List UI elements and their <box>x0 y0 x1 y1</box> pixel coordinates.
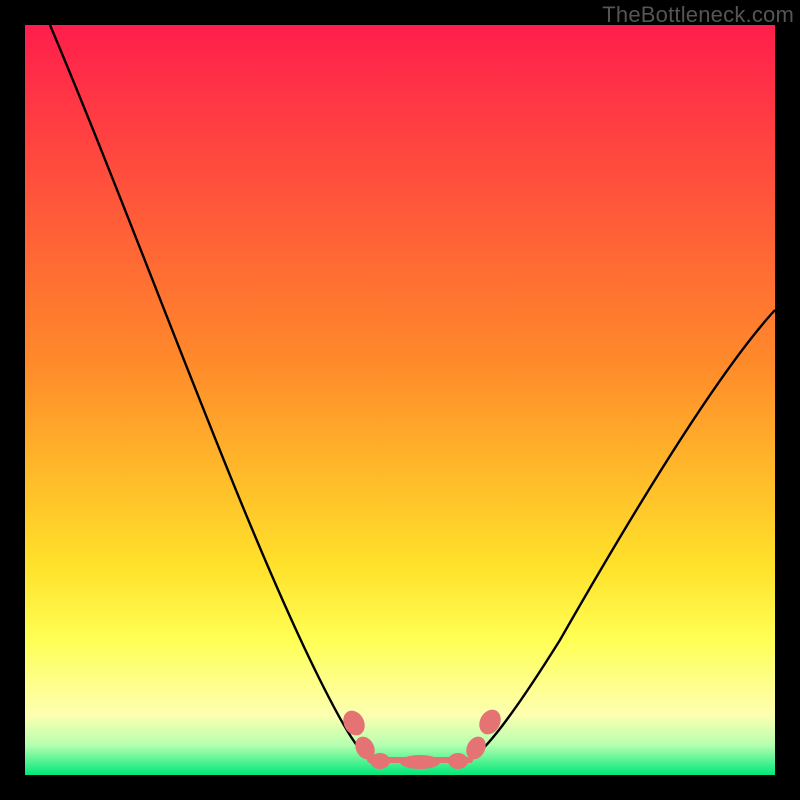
trough-markers <box>339 706 505 769</box>
watermark-text: TheBottleneck.com <box>602 2 794 28</box>
curve-right <box>470 310 775 760</box>
chart-svg <box>0 0 800 800</box>
curve-left <box>50 25 370 760</box>
outer-frame: TheBottleneck.com <box>0 0 800 800</box>
